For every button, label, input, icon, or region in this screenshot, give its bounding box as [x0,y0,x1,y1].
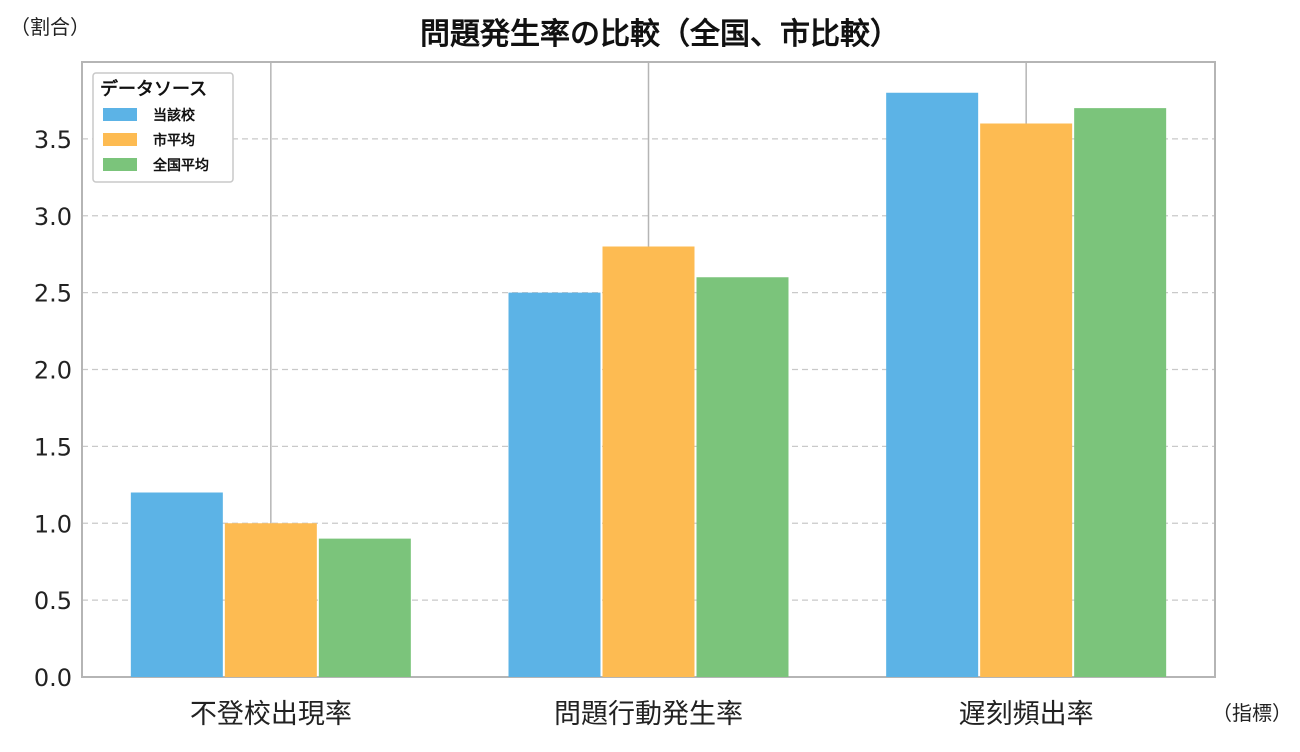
chart-title: 問題発生率の比較（全国、市比較） [420,17,900,52]
legend-swatch [103,108,137,121]
y-axis-label: （割合） [10,15,90,39]
x-tick-label: 問題行動発生率 [554,699,743,730]
legend-swatch [103,133,137,146]
x-ticks: 不登校出現率 問題行動発生率 遅刻頻出率 [190,699,1094,730]
y-tick-label: 1.5 [34,433,72,461]
y-tick-label: 0.0 [34,664,72,692]
y-tick-label: 1.0 [34,510,72,538]
bar-1-3 [886,92,979,677]
legend-title: データソース [100,78,207,100]
legend-label: 市平均 [153,132,195,149]
bars [130,92,1167,677]
legend-label: 当該校 [153,107,196,124]
y-tick-label: 2.0 [34,357,72,385]
bar-2-2 [602,246,695,677]
bar-3-1 [318,538,411,677]
bar-1-2 [508,292,601,677]
x-tick-label: 遅刻頻出率 [959,699,1094,730]
legend-label: 全国平均 [152,157,209,174]
x-tick-label: 不登校出現率 [190,699,352,730]
y-tick-label: 3.0 [34,203,72,231]
legend-box [92,72,234,183]
bar-3-3 [1074,108,1167,677]
x-axis-label: （指標） [1212,701,1292,725]
bar-2-3 [980,123,1073,677]
legend-swatch [103,158,137,171]
bar-1-1 [130,492,223,677]
bar-2-1 [224,523,317,677]
y-tick-label: 2.5 [34,280,72,308]
y-tick-label: 0.5 [34,587,72,615]
y-ticks: 0.0 0.5 1.0 1.5 2.0 2.5 3.0 3.5 [34,126,72,692]
bar-3-2 [696,277,789,677]
y-tick-label: 3.5 [34,126,72,154]
